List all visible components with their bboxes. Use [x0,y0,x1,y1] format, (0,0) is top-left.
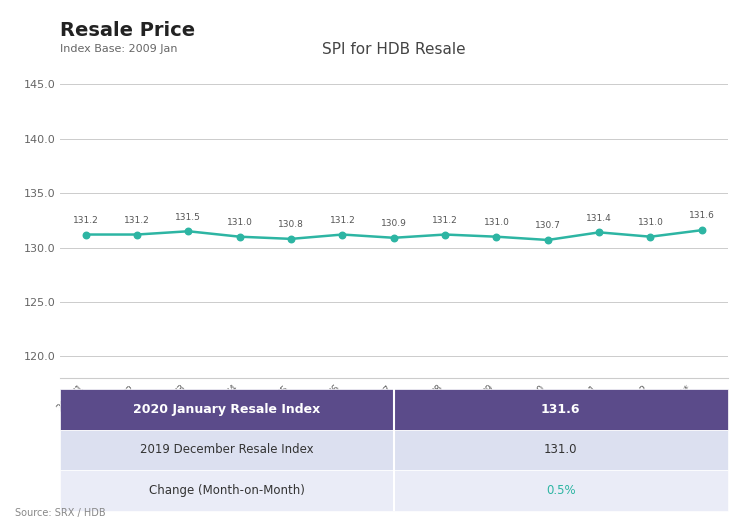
Text: 2020 January Resale Index: 2020 January Resale Index [134,403,320,416]
Point [234,232,246,241]
Title: SPI for HDB Resale: SPI for HDB Resale [322,42,466,57]
Text: 2019 December Resale Index: 2019 December Resale Index [140,443,314,456]
Bar [60,470,394,511]
Bar [394,389,728,430]
Point [388,233,400,242]
Bar [394,430,728,470]
Point [182,227,194,235]
Text: 131.6: 131.6 [689,212,715,220]
Text: 130.9: 130.9 [381,219,406,228]
Text: 131.6: 131.6 [541,403,580,416]
Text: 131.0: 131.0 [638,218,664,227]
Bar [60,389,394,430]
Text: 131.2: 131.2 [432,216,458,225]
Text: 131.5: 131.5 [176,213,201,221]
Text: 130.7: 130.7 [535,221,561,230]
Bar [60,430,394,470]
Point [593,228,605,237]
Text: Resale Price: Resale Price [60,21,195,40]
Text: 0.5%: 0.5% [546,484,575,497]
Text: Change (Month-on-Month): Change (Month-on-Month) [149,484,304,497]
Point [439,230,451,239]
Point [542,236,554,244]
Text: Source: SRX / HDB: Source: SRX / HDB [15,508,106,518]
Point [696,226,708,234]
Text: 131.2: 131.2 [124,216,150,225]
Point [644,232,656,241]
Text: 131.2: 131.2 [73,216,98,225]
Bar [394,470,728,511]
Point [337,230,349,239]
Text: 131.2: 131.2 [329,216,356,225]
Text: 131.4: 131.4 [586,214,612,222]
Point [131,230,143,239]
Point [80,230,92,239]
Text: Index Base: 2009 Jan: Index Base: 2009 Jan [60,44,178,54]
Text: 131.0: 131.0 [484,218,509,227]
Point [490,232,502,241]
Text: 130.8: 130.8 [278,220,304,229]
Text: 131.0: 131.0 [226,218,253,227]
Point [285,235,297,243]
Text: 131.0: 131.0 [544,443,578,456]
